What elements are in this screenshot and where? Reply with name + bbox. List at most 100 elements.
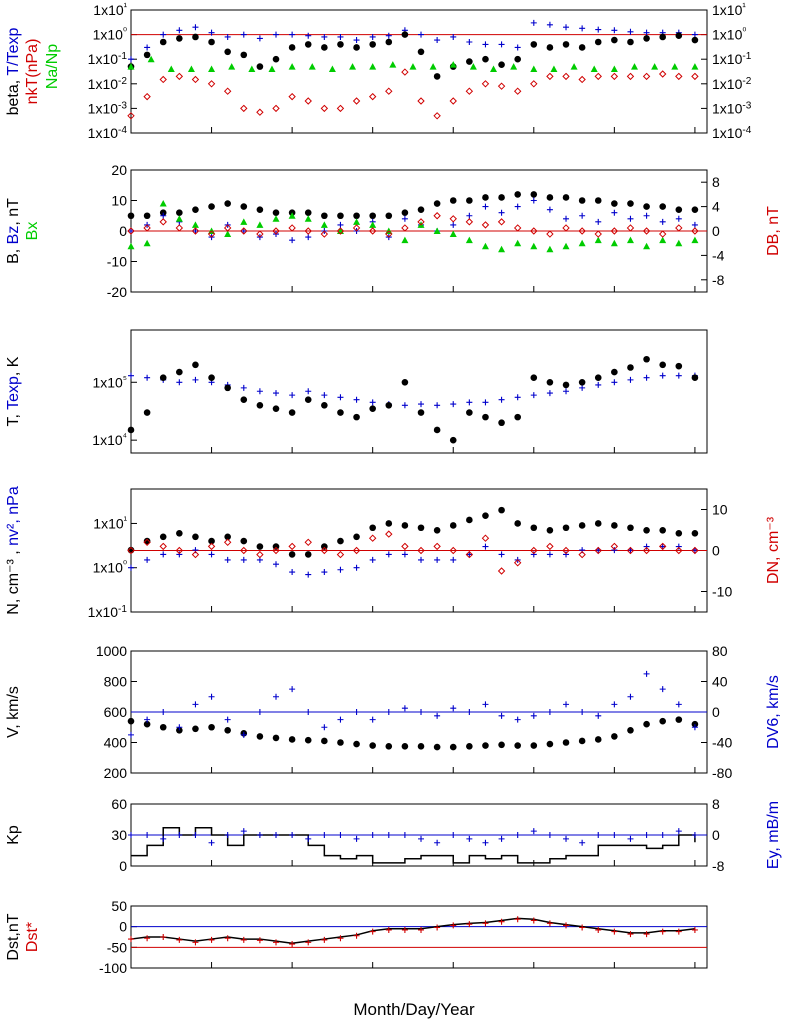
- data-point-19: [433, 73, 441, 80]
- data-point-5: [208, 839, 215, 846]
- data-point-16: [385, 87, 393, 95]
- data-point-29: [594, 230, 602, 238]
- data-point-10: [288, 212, 296, 219]
- data-point-23: [498, 551, 505, 558]
- y-tick-label-left: -20: [107, 284, 127, 300]
- data-point-14: [353, 44, 360, 51]
- data-point-3: [176, 551, 183, 558]
- chart-panel-5: 200 400 600 800 1000 -80 -40 0 40 80 V, km/s DV6, k…: [5, 643, 782, 781]
- data-point-30: [610, 239, 618, 247]
- data-point-4: [191, 550, 200, 559]
- y-tick-label-right: -10: [712, 584, 732, 600]
- data-point-2: [159, 723, 167, 731]
- data-point-21: [466, 409, 473, 416]
- data-point-28: [691, 63, 699, 70]
- data-point-13: [389, 61, 397, 68]
- data-point-18: [417, 524, 425, 532]
- data-point-2: [159, 75, 167, 84]
- y-tick-label-right: 80: [712, 643, 728, 659]
- y-tick-label-left: 0: [119, 858, 127, 874]
- series-black: [127, 355, 699, 444]
- data-point-31: [626, 72, 635, 81]
- data-point-20: [450, 832, 457, 838]
- data-point-19: [434, 712, 441, 719]
- data-point-34: [675, 362, 683, 370]
- data-point-28: [578, 550, 586, 559]
- data-point-26: [546, 72, 554, 81]
- data-point-16: [385, 32, 392, 39]
- y-tick-label-right: -40: [712, 735, 732, 751]
- data-point-24: [514, 832, 521, 838]
- data-point-18: [417, 743, 425, 750]
- y-tick-label-right: 1x10-1: [712, 51, 752, 67]
- data-point-4: [192, 701, 199, 708]
- panels: 1x10-4 1x10-3 1x10-2 1x10-1 1x10⁰ 1x10¹ 1x10-4…: [5, 2, 782, 976]
- data-point-24: [514, 203, 521, 210]
- data-point-6: [224, 832, 231, 838]
- data-point-33: [659, 832, 666, 838]
- data-point-0: [128, 56, 134, 63]
- data-point-35: [691, 72, 699, 81]
- data-point-2: [159, 533, 167, 541]
- axis-title-part: N, cm⁻³ ,: [5, 546, 22, 615]
- data-point-35: [691, 720, 699, 728]
- data-point-20: [449, 97, 457, 105]
- data-point-12: [321, 724, 328, 731]
- data-point-25: [530, 41, 538, 48]
- data-point-18: [418, 835, 425, 842]
- data-point-19: [434, 556, 441, 563]
- data-point-4: [208, 65, 216, 72]
- data-point-8: [256, 709, 263, 715]
- data-point-30: [611, 200, 618, 207]
- data-point-34: [675, 72, 683, 81]
- axis-title-part: Ey, mB/m: [765, 801, 782, 869]
- data-point-31: [627, 376, 634, 383]
- data-point-26: [546, 832, 553, 838]
- data-point-30: [611, 36, 618, 44]
- data-point-5: [208, 693, 215, 700]
- data-point-21: [466, 743, 473, 750]
- data-point-27: [562, 72, 570, 81]
- data-point-31: [627, 28, 634, 35]
- data-point-2: [159, 218, 167, 226]
- axis-title: T, Texp, K: [5, 356, 22, 426]
- data-point-28: [579, 839, 586, 846]
- data-point-1: [147, 55, 155, 63]
- data-point-11: [304, 209, 312, 216]
- data-point-30: [610, 542, 619, 551]
- data-point-3: [175, 215, 183, 222]
- data-point-1: [143, 212, 151, 220]
- data-point-18: [418, 709, 425, 715]
- data-point-29: [594, 736, 602, 743]
- data-point-11: [305, 835, 312, 842]
- data-point-1: [144, 44, 151, 51]
- data-point-17: [401, 705, 408, 712]
- data-point-9: [272, 543, 280, 550]
- data-point-2: [160, 709, 167, 715]
- data-point-13: [337, 33, 344, 40]
- data-point-32: [642, 546, 651, 555]
- y-tick-label-right: 1x10-3: [712, 100, 752, 116]
- data-point-8: [256, 733, 264, 740]
- data-point-18: [417, 409, 425, 416]
- series-red: [128, 916, 698, 948]
- data-point-15: [369, 221, 377, 228]
- data-point-11: [305, 234, 312, 241]
- data-point-17: [401, 743, 409, 750]
- y-tick-label-left: 800: [104, 674, 128, 690]
- data-point-19: [433, 542, 441, 551]
- data-point-10: [289, 569, 296, 576]
- data-point-27: [563, 24, 570, 31]
- data-point-15: [369, 832, 376, 838]
- chart-panel-4: 1x10-1 1x10⁰ 1x10¹ -10 0 10 N, cm⁻³ , nv², nPa…: [5, 486, 782, 620]
- data-point-22: [482, 742, 489, 749]
- data-point-3: [176, 35, 183, 42]
- data-point-31: [627, 931, 634, 938]
- data-point-5: [207, 542, 216, 551]
- data-point-28: [578, 737, 586, 745]
- data-point-34: [675, 372, 682, 379]
- data-point-35: [691, 724, 698, 731]
- data-point-9: [308, 63, 316, 70]
- data-point-11: [304, 215, 312, 222]
- data-point-6: [224, 727, 231, 734]
